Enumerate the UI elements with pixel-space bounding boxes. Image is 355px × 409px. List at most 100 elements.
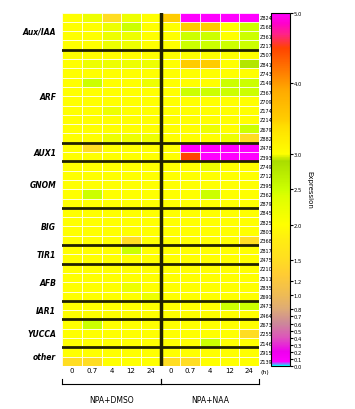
Bar bbox=[141, 162, 160, 171]
Bar bbox=[160, 171, 180, 180]
Bar bbox=[121, 301, 141, 310]
Bar bbox=[82, 245, 102, 255]
Bar bbox=[200, 329, 220, 338]
Bar bbox=[239, 227, 259, 236]
Bar bbox=[200, 283, 220, 292]
Bar bbox=[141, 32, 160, 41]
Bar bbox=[180, 273, 200, 283]
Bar bbox=[102, 208, 121, 218]
Bar bbox=[141, 264, 160, 273]
Bar bbox=[160, 144, 180, 153]
Bar bbox=[141, 320, 160, 329]
Bar bbox=[239, 144, 259, 153]
Bar bbox=[239, 273, 259, 283]
Bar bbox=[121, 125, 141, 134]
Bar bbox=[82, 357, 102, 366]
Bar bbox=[121, 134, 141, 144]
Bar bbox=[220, 301, 239, 310]
Bar bbox=[141, 153, 160, 162]
Bar bbox=[200, 264, 220, 273]
Bar bbox=[160, 106, 180, 116]
Bar bbox=[160, 97, 180, 106]
Bar bbox=[141, 116, 160, 125]
Bar bbox=[200, 208, 220, 218]
Bar bbox=[62, 329, 82, 338]
Bar bbox=[220, 32, 239, 41]
Bar bbox=[102, 125, 121, 134]
Bar bbox=[160, 180, 180, 190]
Bar bbox=[82, 88, 102, 97]
Bar bbox=[62, 125, 82, 134]
Bar bbox=[121, 60, 141, 69]
Bar bbox=[160, 273, 180, 283]
Bar bbox=[200, 255, 220, 264]
Bar bbox=[220, 60, 239, 69]
Bar bbox=[180, 116, 200, 125]
Bar bbox=[180, 60, 200, 69]
Bar bbox=[62, 97, 82, 106]
Bar bbox=[62, 292, 82, 301]
Bar bbox=[180, 255, 200, 264]
Bar bbox=[141, 348, 160, 357]
Bar bbox=[82, 13, 102, 23]
Bar bbox=[239, 69, 259, 79]
Bar bbox=[62, 208, 82, 218]
Bar bbox=[82, 106, 102, 116]
Bar bbox=[160, 41, 180, 51]
Bar bbox=[121, 32, 141, 41]
Bar bbox=[220, 144, 239, 153]
Bar bbox=[62, 283, 82, 292]
Bar bbox=[82, 153, 102, 162]
Bar bbox=[102, 41, 121, 51]
Bar bbox=[141, 51, 160, 60]
Bar bbox=[180, 162, 200, 171]
Bar bbox=[141, 13, 160, 23]
Bar bbox=[82, 283, 102, 292]
Bar bbox=[239, 106, 259, 116]
Bar bbox=[62, 190, 82, 199]
Bar bbox=[160, 236, 180, 245]
Bar bbox=[82, 134, 102, 144]
Bar bbox=[62, 171, 82, 180]
Bar bbox=[160, 292, 180, 301]
Bar bbox=[141, 218, 160, 227]
Bar bbox=[121, 283, 141, 292]
Bar bbox=[62, 88, 82, 97]
Text: AUX1: AUX1 bbox=[33, 148, 56, 157]
Bar bbox=[141, 283, 160, 292]
Bar bbox=[200, 292, 220, 301]
Bar bbox=[62, 199, 82, 208]
Bar bbox=[82, 273, 102, 283]
Bar bbox=[160, 134, 180, 144]
Bar bbox=[121, 153, 141, 162]
Bar bbox=[239, 125, 259, 134]
Bar bbox=[200, 348, 220, 357]
Bar bbox=[82, 116, 102, 125]
Bar bbox=[102, 116, 121, 125]
Bar bbox=[220, 357, 239, 366]
Bar bbox=[220, 69, 239, 79]
Bar bbox=[102, 292, 121, 301]
Text: GNOM: GNOM bbox=[29, 181, 56, 190]
Bar bbox=[220, 88, 239, 97]
Bar bbox=[220, 13, 239, 23]
Text: YUCCA: YUCCA bbox=[27, 329, 56, 338]
Bar bbox=[200, 310, 220, 320]
Bar bbox=[220, 41, 239, 51]
Bar bbox=[180, 283, 200, 292]
Bar bbox=[220, 171, 239, 180]
Bar bbox=[180, 153, 200, 162]
Bar bbox=[160, 199, 180, 208]
Bar bbox=[62, 273, 82, 283]
Bar bbox=[180, 97, 200, 106]
Bar bbox=[141, 97, 160, 106]
Bar bbox=[141, 301, 160, 310]
Bar bbox=[62, 144, 82, 153]
Bar bbox=[62, 79, 82, 88]
Bar bbox=[180, 227, 200, 236]
Bar bbox=[121, 218, 141, 227]
Bar bbox=[62, 348, 82, 357]
Bar bbox=[180, 144, 200, 153]
Text: (h): (h) bbox=[260, 369, 269, 374]
Bar bbox=[180, 338, 200, 348]
